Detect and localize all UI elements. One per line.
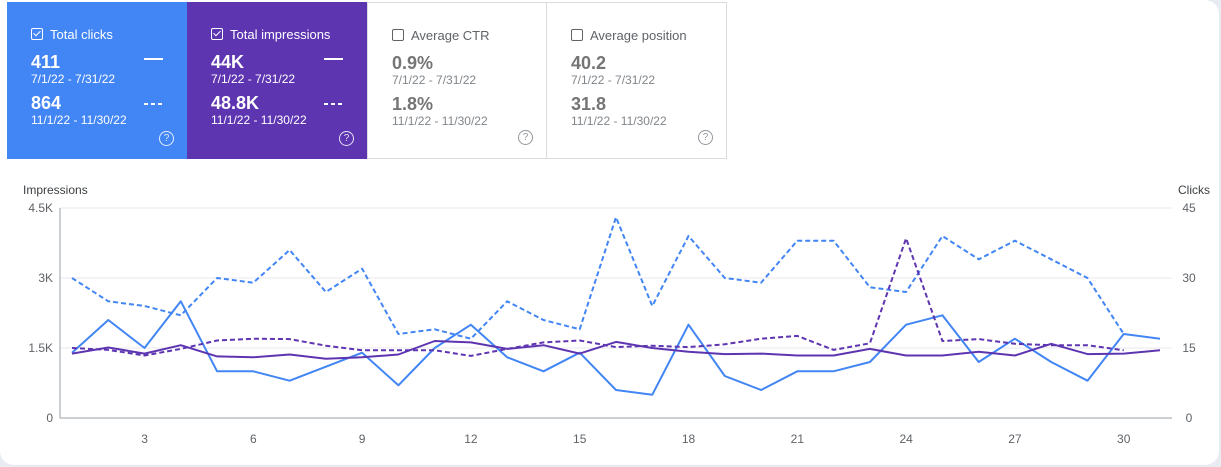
x-tick-label: 24 [899, 432, 913, 446]
y-left-axis-title: Impressions [23, 183, 88, 197]
y-right-tick-label: 45 [1182, 201, 1196, 215]
total-clicks-label: Total clicks [50, 26, 113, 42]
x-tick-label: 21 [791, 432, 805, 446]
average-position-range-compare: 11/1/22 - 11/30/22 [571, 114, 667, 128]
total-impressions-range-compare: 11/1/22 - 11/30/22 [211, 113, 307, 127]
total-clicks-header: Total clicks [31, 25, 187, 43]
x-tick-label: 18 [682, 432, 696, 446]
average-position-range-current: 7/1/22 - 7/31/22 [571, 73, 656, 87]
chart-series [71, 216, 1161, 396]
x-tick-label: 3 [141, 432, 148, 446]
solid-line-legend-icon [144, 58, 163, 60]
y-left-tick-label: 1.5K [28, 341, 53, 355]
clicks-dashed-series-line [71, 216, 1125, 340]
chart-grid [59, 207, 1172, 419]
clicks-solid-series-line [71, 300, 1161, 396]
y-right-tick-label: 30 [1182, 271, 1196, 285]
total-impressions-value-compare: 48.8K [211, 93, 260, 113]
average-ctr-range-current: 7/1/22 - 7/31/22 [392, 73, 477, 87]
total-clicks-range-current: 7/1/22 - 7/31/22 [31, 72, 116, 86]
average-ctr-header: Average CTR [392, 26, 546, 44]
average-ctr-value-current: 0.9% [392, 53, 434, 73]
total-impressions-header: Total impressions [211, 25, 367, 43]
total-clicks-card[interactable]: Total clicks 411 7/1/22 - 7/31/22 864 11… [7, 2, 187, 159]
total-impressions-value-current: 44K [211, 52, 245, 72]
x-tick-label: 15 [573, 432, 587, 446]
average-position-card[interactable]: Average position 40.2 7/1/22 - 7/31/22 3… [547, 2, 727, 159]
y-left-tick-label: 0 [46, 411, 53, 425]
average-ctr-value-compare: 1.8% [392, 94, 434, 114]
total-clicks-value-current: 411 [31, 52, 61, 72]
total-clicks-range-compare: 11/1/22 - 11/30/22 [31, 113, 127, 127]
average-position-label: Average position [590, 27, 687, 43]
x-tick-label: 12 [464, 432, 478, 446]
average-ctr-checkbox[interactable] [392, 29, 404, 41]
y-right-axis-title: Clicks [1178, 183, 1210, 197]
total-impressions-checkbox[interactable] [211, 28, 223, 40]
average-position-value-current: 40.2 [571, 53, 607, 73]
average-position-value-compare: 31.8 [571, 94, 607, 114]
help-icon[interactable]: ? [159, 131, 174, 146]
total-impressions-range-current: 7/1/22 - 7/31/22 [211, 72, 296, 86]
x-tick-label: 27 [1008, 432, 1022, 446]
performance-chart: Impressions Clicks 0 0 1.5K 15 3K 30 4.5K 45 3 6 9… [23, 183, 1210, 446]
average-ctr-card[interactable]: Average CTR 0.9% 7/1/22 - 7/31/22 1.8% 1… [367, 2, 547, 159]
solid-line-legend-icon [324, 58, 343, 60]
help-icon[interactable]: ? [518, 130, 533, 145]
total-impressions-label: Total impressions [230, 26, 331, 42]
y-left-tick-label: 3K [38, 271, 53, 285]
axis-ticks: 0 0 1.5K 15 3K 30 4.5K 45 3 6 9 12 15 18 21 24 27 30 [28, 201, 1196, 446]
total-clicks-value-compare: 864 [31, 93, 62, 113]
impressions-dashed-series-line [71, 237, 1124, 357]
y-right-tick-label: 15 [1182, 341, 1196, 355]
impressions-solid-series-line [71, 340, 1161, 360]
average-ctr-range-compare: 11/1/22 - 11/30/22 [392, 114, 488, 128]
y-left-tick-label: 4.5K [28, 201, 53, 215]
help-icon[interactable]: ? [339, 131, 354, 146]
x-tick-label: 9 [359, 432, 366, 446]
x-tick-label: 6 [250, 432, 257, 446]
total-clicks-checkbox[interactable] [31, 28, 43, 40]
total-impressions-card[interactable]: Total impressions 44K 7/1/22 - 7/31/22 4… [187, 2, 367, 159]
average-ctr-label: Average CTR [411, 27, 490, 43]
dashed-line-legend-icon [144, 103, 163, 105]
x-tick-label: 30 [1117, 432, 1131, 446]
average-position-header: Average position [571, 26, 726, 44]
average-position-checkbox[interactable] [571, 29, 583, 41]
dashed-line-legend-icon [324, 103, 343, 105]
help-icon[interactable]: ? [698, 130, 713, 145]
y-right-tick-label: 0 [1186, 411, 1193, 425]
